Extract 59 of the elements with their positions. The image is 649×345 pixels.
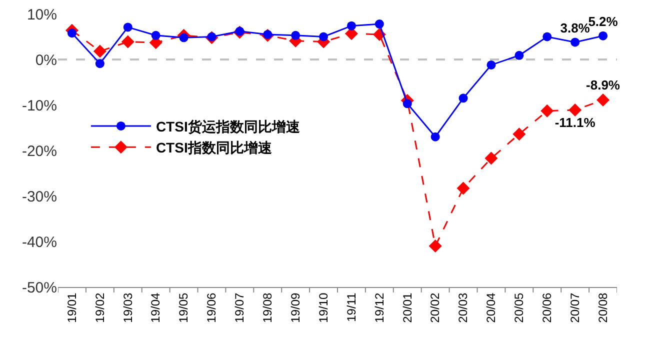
- data-label: 3.8%: [560, 20, 590, 36]
- x-tick-label: 19/03: [120, 292, 135, 323]
- point: [456, 182, 470, 195]
- point: [514, 50, 524, 60]
- point: [428, 240, 442, 253]
- x-tick-label: 19/09: [288, 292, 302, 323]
- x-tick-label: 19/01: [64, 292, 79, 323]
- legend-label: CTSI货运指数同比增速: [156, 118, 301, 134]
- data-label: 5.2%: [588, 14, 618, 29]
- y-tick-label: -30%: [22, 188, 57, 206]
- point: [151, 30, 160, 40]
- x-tick-label: 19/04: [148, 292, 163, 323]
- x-tick-label: 20/05: [512, 292, 526, 323]
- point: [346, 21, 356, 30]
- x-tick-label: 20/08: [596, 292, 610, 323]
- point: [93, 44, 106, 58]
- point: [319, 32, 328, 42]
- point: [179, 33, 188, 42]
- x-tick-label: 19/11: [344, 292, 358, 322]
- y-tick-label: -50%: [22, 279, 57, 296]
- x-tick-label: 19/12: [372, 292, 386, 323]
- x-tick-label: 19/08: [260, 292, 275, 323]
- point: [402, 99, 412, 108]
- point: [123, 22, 132, 32]
- point: [484, 152, 498, 165]
- point: [598, 31, 608, 40]
- x-tick-label: 19/06: [204, 292, 219, 323]
- point: [540, 104, 554, 118]
- point: [458, 94, 468, 103]
- x-tick-label: 19/02: [92, 292, 107, 323]
- point: [121, 35, 134, 48]
- point: [542, 32, 552, 42]
- x-tick-label: 20/06: [540, 292, 554, 323]
- data-label: -8.9%: [586, 78, 620, 92]
- x-tick-label: 20/02: [428, 292, 442, 323]
- point: [67, 28, 76, 38]
- point: [430, 132, 440, 142]
- y-tick-label: 0%: [35, 52, 57, 69]
- x-tick-label: 20/07: [568, 292, 582, 323]
- y-tick-label: 10%: [26, 6, 57, 24]
- y-tick-label: -20%: [22, 142, 57, 160]
- point: [570, 38, 580, 47]
- point: [486, 60, 496, 70]
- x-tick-label: 19/07: [232, 292, 247, 323]
- point: [568, 104, 582, 117]
- point: [512, 128, 526, 141]
- x-tick-label: 20/03: [456, 292, 470, 323]
- x-tick-label: 19/10: [316, 292, 330, 323]
- data-label: -11.1%: [554, 115, 596, 130]
- legend-label: CTSI指数同比增速: [156, 140, 273, 156]
- x-tick-label: 19/05: [176, 292, 191, 323]
- point: [374, 20, 384, 29]
- x-tick-label: 20/04: [484, 292, 498, 323]
- point: [95, 59, 104, 68]
- y-tick-label: -10%: [22, 97, 57, 114]
- x-tick-label: 20/01: [400, 292, 414, 323]
- point: [596, 94, 610, 106]
- point: [291, 30, 300, 40]
- y-tick-label: -40%: [22, 234, 57, 251]
